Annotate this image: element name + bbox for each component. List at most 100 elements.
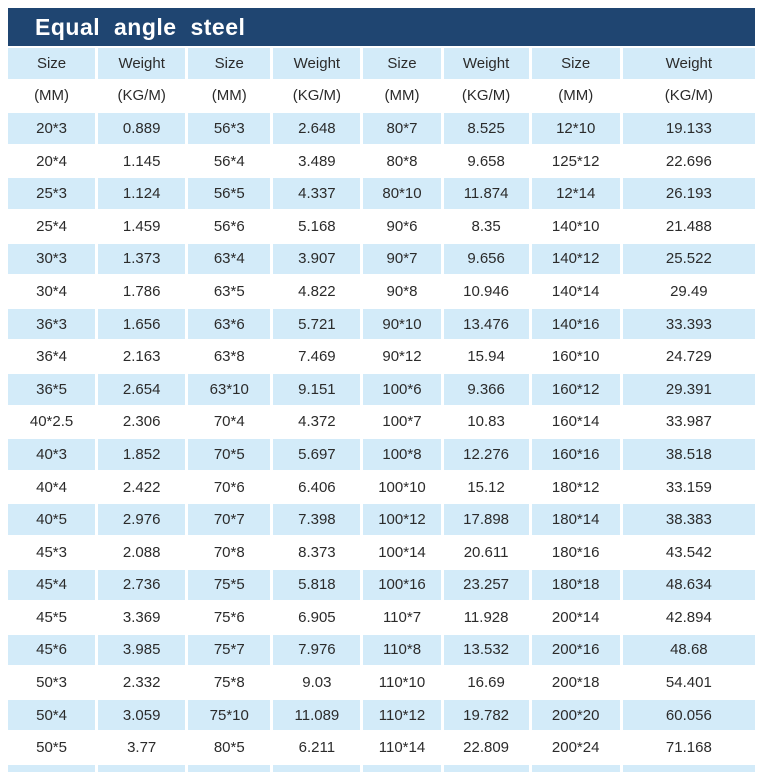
weight-cell: 8.525 — [443, 113, 529, 144]
size-cell: 90*6 — [363, 210, 441, 242]
size-cell: 90*7 — [363, 243, 441, 275]
weight-cell: 7.469 — [273, 341, 361, 372]
size-cell: 140*14 — [531, 276, 620, 307]
size-cell: 200*16 — [531, 634, 620, 666]
weight-cell: 6.905 — [273, 602, 361, 633]
table-row: 36*3 1.656 63*6 5.721 90*10 13.476 140*16 33.39… — [8, 308, 755, 340]
table-row: 45*6 3.985 75*7 7.976 110*8 13.532 200*16 48.68 — [8, 634, 755, 666]
size-cell: 160*14 — [531, 406, 620, 438]
weight-cell: 15.94 — [443, 341, 529, 372]
col-header-size: Size — [188, 48, 271, 79]
weight-cell: 26.193 — [622, 178, 755, 209]
table-row: 45*4 2.736 75*5 5.818 100*16 23.257 180*18 48.6… — [8, 569, 755, 601]
col-unit-mm: (MM) — [188, 80, 271, 112]
weight-cell: 1.852 — [98, 439, 186, 470]
weight-cell: 19.133 — [622, 113, 755, 144]
size-cell: 75*8 — [188, 667, 271, 698]
size-cell: 100*12 — [363, 504, 441, 535]
size-cell: 12*14 — [531, 178, 620, 209]
weight-cell: 60.056 — [622, 699, 755, 731]
weight-cell: 10.946 — [443, 276, 529, 307]
weight-cell: 2.648 — [273, 113, 361, 144]
col-unit-kgm: (KG/M) — [98, 80, 186, 112]
weight-cell: 38.383 — [622, 504, 755, 535]
size-cell: 56*5 — [188, 178, 271, 209]
weight-cell: 8.35 — [443, 210, 529, 242]
table-row: 50*4 3.059 75*10 11.089 110*12 19.782 200*20 60… — [8, 699, 755, 731]
size-cell: 40*4 — [8, 471, 96, 503]
size-cell: 110*14 — [363, 732, 441, 764]
size-cell: 100*7 — [363, 406, 441, 438]
weight-cell: 1.124 — [98, 178, 186, 209]
partial-cell — [531, 765, 620, 772]
weight-cell: 5.818 — [273, 569, 361, 601]
col-unit-mm: (MM) — [531, 80, 620, 112]
table-row: 30*3 1.373 63*4 3.907 90*7 9.656 140*12 25.522 — [8, 243, 755, 275]
size-cell: 25*3 — [8, 178, 96, 209]
table-row: (MM) (KG/M) (MM) (KG/M) (MM) (KG/M) (MM) (KG/M) — [8, 80, 755, 112]
weight-cell: 5.721 — [273, 308, 361, 340]
size-cell: 180*14 — [531, 504, 620, 535]
size-cell: 63*8 — [188, 341, 271, 372]
weight-cell: 0.889 — [98, 113, 186, 144]
size-cell: 50*4 — [8, 699, 96, 731]
size-cell: 110*8 — [363, 634, 441, 666]
size-cell: 180*16 — [531, 536, 620, 568]
weight-cell: 11.928 — [443, 602, 529, 633]
equal-angle-steel-table: Size Weight Size Weight Size Weight Size Weight… — [5, 46, 758, 772]
weight-cell: 2.306 — [98, 406, 186, 438]
weight-cell: 2.736 — [98, 569, 186, 601]
weight-cell: 17.898 — [443, 504, 529, 535]
weight-cell: 19.782 — [443, 699, 529, 731]
partial-cell — [98, 765, 186, 772]
weight-cell: 21.488 — [622, 210, 755, 242]
size-cell: 40*5 — [8, 504, 96, 535]
size-cell: 70*6 — [188, 471, 271, 503]
weight-cell: 3.985 — [98, 634, 186, 666]
weight-cell: 5.697 — [273, 439, 361, 470]
weight-cell: 9.656 — [443, 243, 529, 275]
size-cell: 80*10 — [363, 178, 441, 209]
weight-cell: 2.163 — [98, 341, 186, 372]
size-cell: 100*8 — [363, 439, 441, 470]
weight-cell: 4.822 — [273, 276, 361, 307]
weight-cell: 11.874 — [443, 178, 529, 209]
size-cell: 70*5 — [188, 439, 271, 470]
table-row-partial — [8, 765, 755, 772]
weight-cell: 1.656 — [98, 308, 186, 340]
size-cell: 75*5 — [188, 569, 271, 601]
table-row: 30*4 1.786 63*5 4.822 90*8 10.946 140*14 29.49 — [8, 276, 755, 307]
col-unit-kgm: (KG/M) — [622, 80, 755, 112]
col-header-size: Size — [8, 48, 96, 79]
partial-cell — [8, 765, 96, 772]
col-unit-mm: (MM) — [363, 80, 441, 112]
size-cell: 110*7 — [363, 602, 441, 633]
size-cell: 12*10 — [531, 113, 620, 144]
size-cell: 75*6 — [188, 602, 271, 633]
size-cell: 80*7 — [363, 113, 441, 144]
col-header-weight: Weight — [273, 48, 361, 79]
col-unit-mm: (MM) — [8, 80, 96, 112]
weight-cell: 24.729 — [622, 341, 755, 372]
size-cell: 200*20 — [531, 699, 620, 731]
weight-cell: 23.257 — [443, 569, 529, 601]
size-cell: 50*3 — [8, 667, 96, 698]
weight-cell: 12.276 — [443, 439, 529, 470]
size-cell: 180*12 — [531, 471, 620, 503]
table-row: 25*3 1.124 56*5 4.337 80*10 11.874 12*14 26.193 — [8, 178, 755, 209]
size-cell: 20*4 — [8, 145, 96, 177]
weight-cell: 10.83 — [443, 406, 529, 438]
size-cell: 30*3 — [8, 243, 96, 275]
size-cell: 160*10 — [531, 341, 620, 372]
size-cell: 30*4 — [8, 276, 96, 307]
col-header-weight: Weight — [98, 48, 186, 79]
weight-cell: 38.518 — [622, 439, 755, 470]
size-cell: 70*8 — [188, 536, 271, 568]
weight-cell: 48.634 — [622, 569, 755, 601]
size-cell: 63*4 — [188, 243, 271, 275]
size-cell: 40*2.5 — [8, 406, 96, 438]
size-cell: 63*10 — [188, 373, 271, 405]
size-cell: 140*16 — [531, 308, 620, 340]
size-cell: 140*10 — [531, 210, 620, 242]
weight-cell: 2.332 — [98, 667, 186, 698]
